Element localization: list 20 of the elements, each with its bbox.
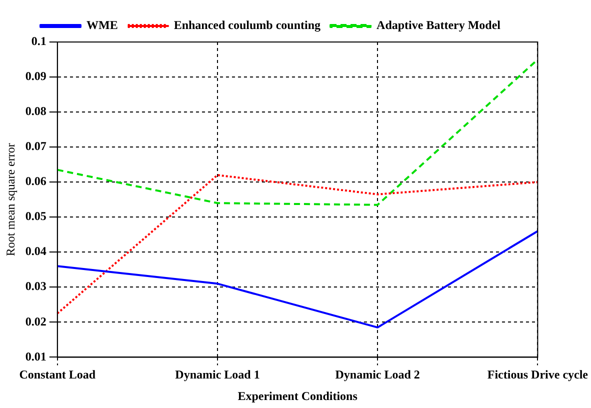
y-tick-label: 0.04 (25, 244, 46, 258)
x-tick-label: Dynamic Load 1 (175, 367, 260, 382)
legend-label: WME (86, 18, 118, 32)
legend-label: Adaptive Battery Model (376, 18, 502, 32)
y-tick-label: 0.08 (25, 104, 46, 118)
y-tick-label: 0.06 (25, 174, 46, 188)
y-tick-label: 0.05 (25, 209, 46, 224)
y-tick-label: 0.1 (31, 34, 46, 48)
y-tick-label: 0.02 (25, 314, 46, 328)
y-tick-label: 0.01 (25, 349, 46, 364)
legend-label: Enhanced coulumb counting (174, 18, 321, 32)
y-axis-title: Root mean square error (3, 143, 18, 256)
x-tick-label: Constant Load (19, 367, 96, 382)
x-tick-label: Dynamic Load 2 (335, 367, 420, 382)
y-tick-label: 0.03 (25, 279, 46, 294)
y-tick-label: 0.07 (25, 139, 46, 154)
y-tick-label: 0.09 (25, 69, 46, 84)
x-axis-title: Experiment Conditions (238, 388, 358, 403)
line-series (56, 174, 539, 314)
x-tick-label: Fictious Drive cycle (487, 367, 589, 382)
